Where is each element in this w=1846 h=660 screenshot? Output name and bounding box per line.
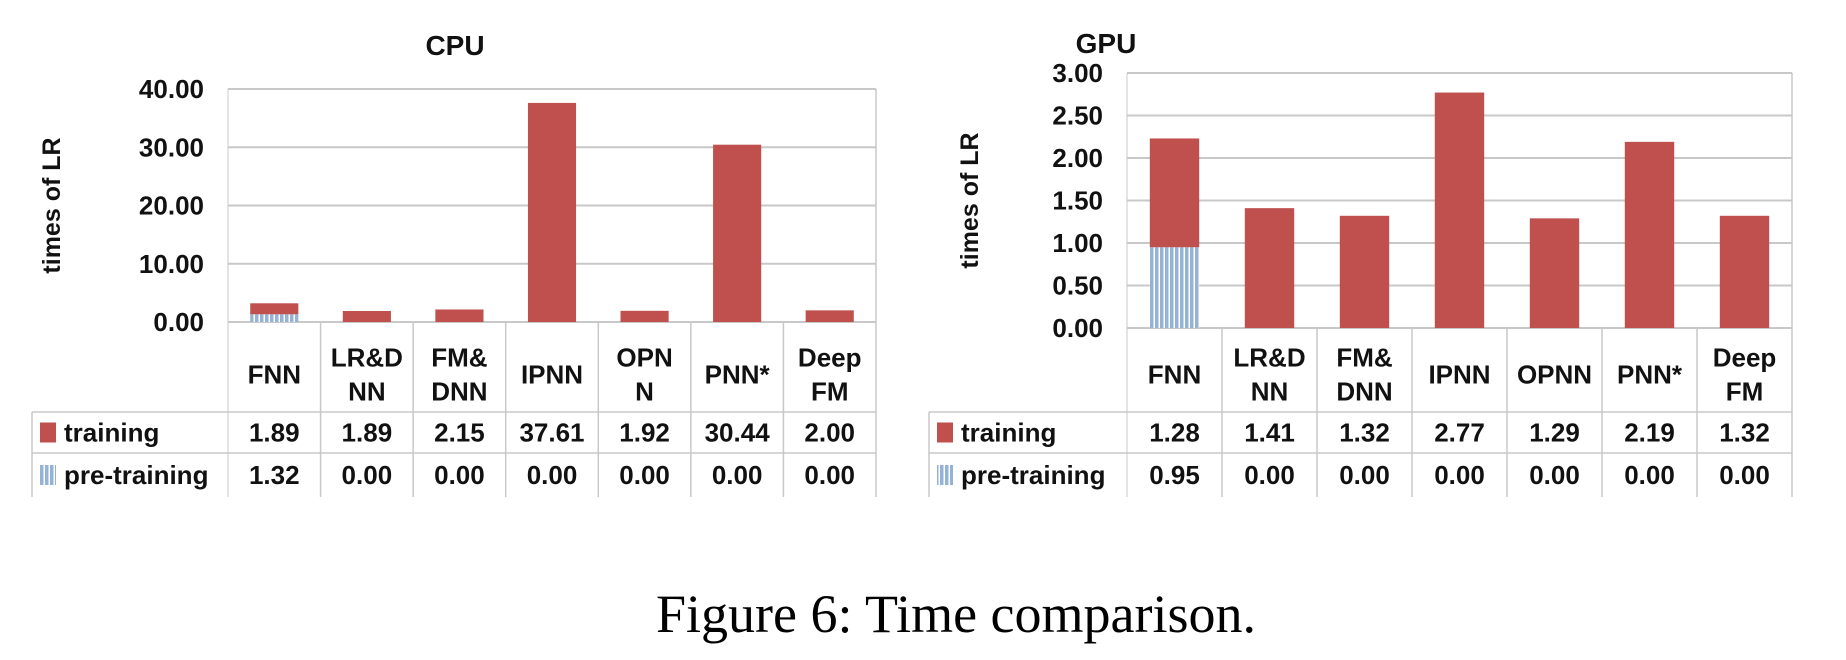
y-axis-label: times of LR [956, 132, 984, 268]
training-value-label: 30.44 [705, 418, 771, 448]
pre-training-value-label: 0.00 [342, 460, 393, 490]
pre-training-value-label: 0.00 [1529, 460, 1580, 490]
legend-label-pre-training: pre-training [961, 460, 1105, 490]
bar-training [1529, 218, 1580, 328]
legend-label-pre-training: pre-training [64, 460, 208, 490]
category-label: NN [1251, 377, 1289, 407]
training-value-label: 1.29 [1529, 418, 1580, 448]
gpu-chart: GPU times of LR 0.00 0.50 1.00 1.50 2.00 2.50 3.… [928, 28, 1793, 497]
category-label: PNN* [1617, 360, 1683, 390]
pre-training-value-label: 0.00 [434, 460, 485, 490]
category-label: OPNN [1517, 360, 1592, 390]
pre-training-value-label: 0.00 [712, 460, 763, 490]
category-label: NN [348, 377, 386, 407]
pre-training-value-label: 0.00 [1434, 460, 1485, 490]
training-value-label: 1.32 [1339, 418, 1390, 448]
category-label: LR&D [331, 343, 403, 373]
y-tick-label: 2.00 [1052, 143, 1103, 173]
legend-swatch-pre-training [40, 465, 56, 485]
training-value-label: 1.32 [1719, 418, 1770, 448]
y-tick-label: 3.00 [1052, 58, 1103, 88]
chart-title: GPU [1076, 28, 1137, 59]
category-label: FM& [431, 343, 487, 373]
y-tick-label: 10.00 [139, 249, 204, 279]
y-tick-label: 30.00 [139, 132, 204, 162]
pre-training-value-label: 0.00 [1719, 460, 1770, 490]
training-value-label: 1.92 [619, 418, 670, 448]
y-tick-label: 0.00 [1052, 313, 1103, 343]
legend-label-training: training [961, 418, 1056, 448]
bar-training [250, 303, 299, 315]
training-value-label: 2.15 [434, 418, 485, 448]
y-tick-label: 2.50 [1052, 101, 1103, 131]
bar-training [1339, 215, 1390, 328]
category-label: DNN [1336, 377, 1392, 407]
category-label: Deep [1713, 343, 1777, 373]
bar-training [1434, 92, 1485, 328]
category-label: Deep [798, 343, 862, 373]
category-label: FNN [248, 360, 301, 390]
training-value-label: 1.89 [342, 418, 393, 448]
pre-training-value-label: 0.00 [1624, 460, 1675, 490]
training-value-label: 2.19 [1624, 418, 1675, 448]
training-value-label: 37.61 [519, 418, 584, 448]
category-label: IPNN [521, 360, 583, 390]
category-label: N [635, 377, 654, 407]
category-label: FM [811, 377, 849, 407]
pre-training-value-label: 0.00 [804, 460, 855, 490]
y-tick-label: 0.50 [1052, 271, 1103, 301]
figure-caption: Figure 6: Time comparison. [656, 584, 1256, 644]
training-value-label: 1.41 [1244, 418, 1295, 448]
bar-training [342, 310, 391, 322]
y-tick-label: 40.00 [139, 74, 204, 104]
legend-swatch-training [937, 422, 953, 443]
training-value-label: 2.77 [1434, 418, 1485, 448]
category-label: IPNN [1428, 360, 1490, 390]
pre-training-value-label: 0.00 [527, 460, 578, 490]
category-label: OPN [616, 343, 672, 373]
legend-swatch-training [40, 422, 56, 443]
legend-label-training: training [64, 418, 159, 448]
category-label: LR&D [1233, 343, 1305, 373]
cpu-chart: CPU times of LR 0.00 10.00 20.00 30.00 40.00 FN… [31, 30, 877, 497]
y-axis-label: times of LR [38, 137, 66, 273]
bar-training [1719, 215, 1770, 328]
training-value-label: 1.89 [249, 418, 300, 448]
pre-training-value-label: 0.00 [1339, 460, 1390, 490]
pre-training-value-label: 0.00 [619, 460, 670, 490]
bar-training [435, 309, 484, 322]
bar-training [527, 102, 577, 322]
y-tick-label: 1.00 [1052, 228, 1103, 258]
pre-training-value-label: 0.00 [1244, 460, 1295, 490]
chart-title: CPU [425, 30, 484, 61]
category-label: DNN [431, 377, 487, 407]
pre-training-value-label: 1.32 [249, 460, 300, 490]
bar-training [620, 310, 669, 322]
category-label: FM [1726, 377, 1764, 407]
category-label: PNN* [705, 360, 771, 390]
y-tick-label: 1.50 [1052, 186, 1103, 216]
bar-pre-training [250, 314, 299, 322]
y-tick-label: 20.00 [139, 191, 204, 221]
legend-swatch-pre-training [937, 465, 953, 485]
bar-training [805, 310, 854, 322]
bar-training [1149, 138, 1200, 248]
bar-training [1244, 208, 1295, 328]
category-label: FNN [1148, 360, 1201, 390]
bar-training [1624, 141, 1675, 328]
training-value-label: 1.28 [1149, 418, 1200, 448]
y-tick-label: 0.00 [153, 307, 204, 337]
category-label: FM& [1336, 343, 1392, 373]
pre-training-value-label: 0.95 [1149, 460, 1200, 490]
bar-training [713, 144, 762, 322]
training-value-label: 2.00 [804, 418, 855, 448]
bar-pre-training [1149, 247, 1200, 328]
